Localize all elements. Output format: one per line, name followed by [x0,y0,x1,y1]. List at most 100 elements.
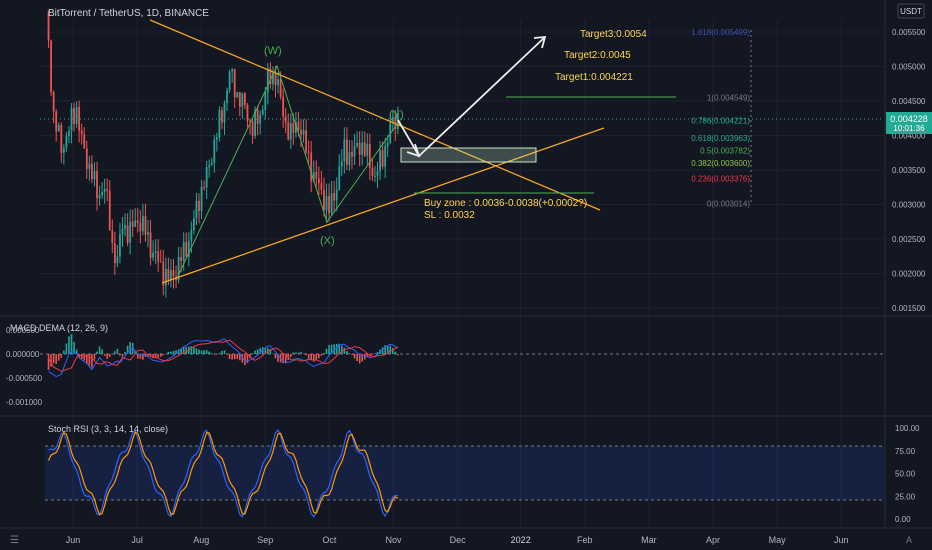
time-tick-label: Apr [706,535,720,545]
auto-scale-button[interactable]: A [906,535,912,545]
candle-body [289,123,292,140]
candle-body [190,230,193,242]
candle-body [193,218,195,231]
candle-body [62,147,65,153]
candle-body [292,123,295,133]
candle-body [195,200,198,219]
macd-bar [193,347,195,354]
macd-bar [226,354,228,355]
macd-bar [371,354,374,355]
candle-body [351,152,353,157]
candle-body [162,261,165,286]
candle-body [147,232,149,235]
macd-bar [366,354,369,358]
macd-bar [307,354,310,359]
stoch-rsi-band [45,446,884,500]
macd-bar [315,354,318,361]
stoch-rsi-axis: 100.00 75.00 50.00 25.00 0.00 [895,424,920,524]
candle-body [287,122,290,140]
candle-body [338,166,341,190]
candle-body [106,188,109,191]
candle-body [73,108,75,124]
wave-x-label: (X) [320,235,335,247]
candle-body [389,122,392,143]
macd-bar [333,344,335,354]
macd-bar [269,348,272,354]
macd-bar [392,348,394,354]
candle-body [381,150,384,167]
price-tick-label: 0.003000 [892,201,926,210]
macd-bar [210,353,213,354]
macd-bar [223,350,226,354]
macd-bar [124,351,126,354]
currency-label: USDT [900,7,922,16]
macd-bar [386,345,389,354]
wave-y-label: (Y) [389,109,404,121]
time-tick-label: Oct [322,535,337,545]
triangle-upper-line[interactable] [149,19,601,211]
candle-body [264,92,267,110]
fib-level-label: 0.5(0.003782) [700,147,750,156]
candle-body [358,142,361,155]
time-axis: Jun Jul Aug Sep Oct Nov Dec 2022 Feb Mar Apr May Jun [66,535,849,545]
macd-bar [86,354,88,364]
macd-bar [305,354,307,356]
candle-body [119,234,121,257]
macd-bar [152,354,154,359]
macd-title: MACD DEMA (12, 26, 9) [10,323,108,333]
macd-bar [63,350,65,354]
macd-bar [320,354,323,356]
macd-bar [190,346,193,354]
wave-path[interactable] [177,64,399,277]
wave-w-label: (W) [264,45,282,57]
fib-level-label: 1(0.004549) [707,94,750,103]
macd-bar [351,354,353,356]
candle-body [88,163,91,169]
candle-body [323,189,325,211]
macd-bar [175,350,177,354]
macd-bar [231,354,233,360]
time-tick-label: Jun [66,535,81,545]
macd-bar [295,352,297,354]
macd-tick-label: -0.000500 [6,374,43,383]
triangle-lower-line[interactable] [161,127,605,284]
buy-zone-box[interactable] [400,147,537,163]
time-tick-label: Sep [257,535,273,545]
current-price-value: 0.004228 [890,114,928,124]
macd-bar [98,346,101,354]
stoch-rsi-tick-label: 0.00 [895,515,911,524]
candle-body [75,107,78,124]
macd-bar [134,350,137,354]
candle-body [47,11,50,41]
fib-level-label: 0.236(0.003376) [691,175,750,184]
macd-bar [70,334,73,354]
candle-body [356,142,358,146]
candle-body [91,163,93,180]
macd-bar [356,354,358,362]
time-tick-label: Jul [131,535,143,545]
candle-body [371,167,374,176]
candle-body [170,270,172,281]
currency-button[interactable] [897,3,925,19]
macd-bar [57,354,60,361]
macd-bar [363,354,366,360]
candle-body [101,191,103,196]
candle-body [103,188,106,192]
macd-bar [236,354,239,360]
price-axis: 0.005500 0.005000 0.004500 0.004000 0.003500… [892,28,926,313]
macd-bar [137,354,139,359]
macd-bar [75,349,78,354]
time-tick-label: May [769,535,787,545]
price-tick-label: 0.004500 [892,97,926,106]
candle-body [241,93,244,107]
macd-tick-label: -0.001000 [6,398,43,407]
candle-body [142,216,144,232]
macd-bar [159,354,162,357]
time-tick-label: Nov [385,535,402,545]
macd-bar [52,354,55,364]
candle-body [96,171,98,199]
fib-level-label: 0.382(0.003600) [691,159,750,168]
fib-level-label: 0(0.003014) [707,200,750,209]
price-tick-label: 0.005500 [892,28,926,37]
